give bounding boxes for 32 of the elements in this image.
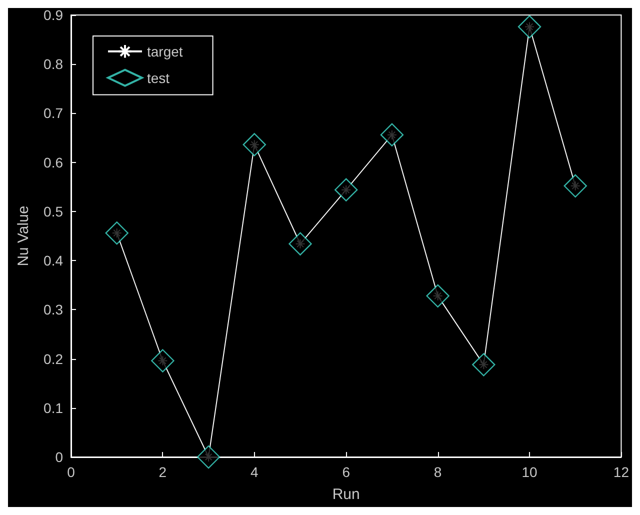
x-tick-label: 6 bbox=[342, 464, 350, 480]
x-tick-label: 2 bbox=[158, 464, 167, 480]
point bbox=[105, 221, 128, 245]
x-tick-label: 8 bbox=[434, 464, 442, 480]
y-tick-label: 0.4 bbox=[44, 252, 64, 269]
legend-label: target bbox=[147, 43, 183, 60]
point bbox=[380, 123, 404, 146]
y-tick-label: 0.2 bbox=[44, 350, 64, 367]
y-axis-title: Nu Value bbox=[15, 206, 32, 266]
legend-label: test bbox=[147, 70, 170, 86]
point bbox=[472, 353, 496, 376]
x-tick-label: 0 bbox=[67, 464, 76, 480]
point bbox=[151, 349, 174, 372]
y-tick-label: 0 bbox=[55, 449, 64, 465]
x-axis-title: Run bbox=[332, 486, 360, 503]
y-tick-label: 0.3 bbox=[44, 302, 64, 318]
y-tick-label: 0.6 bbox=[44, 154, 64, 170]
point bbox=[196, 445, 220, 469]
point bbox=[334, 178, 358, 202]
y-tick-label: 0.8 bbox=[44, 56, 64, 72]
point bbox=[288, 232, 312, 256]
point bbox=[518, 15, 542, 38]
y-tick-label: 0.7 bbox=[44, 105, 64, 122]
y-tick-label: 0.1 bbox=[44, 400, 64, 416]
y-tick-label: 0.9 bbox=[44, 7, 64, 23]
y-tick-label: 0.5 bbox=[44, 203, 64, 220]
x-tick-label: 4 bbox=[250, 464, 259, 480]
point bbox=[242, 133, 266, 156]
point bbox=[426, 284, 450, 308]
point bbox=[564, 174, 587, 198]
x-tick-label: 12 bbox=[613, 464, 630, 480]
x-tick-label: 10 bbox=[522, 464, 538, 480]
